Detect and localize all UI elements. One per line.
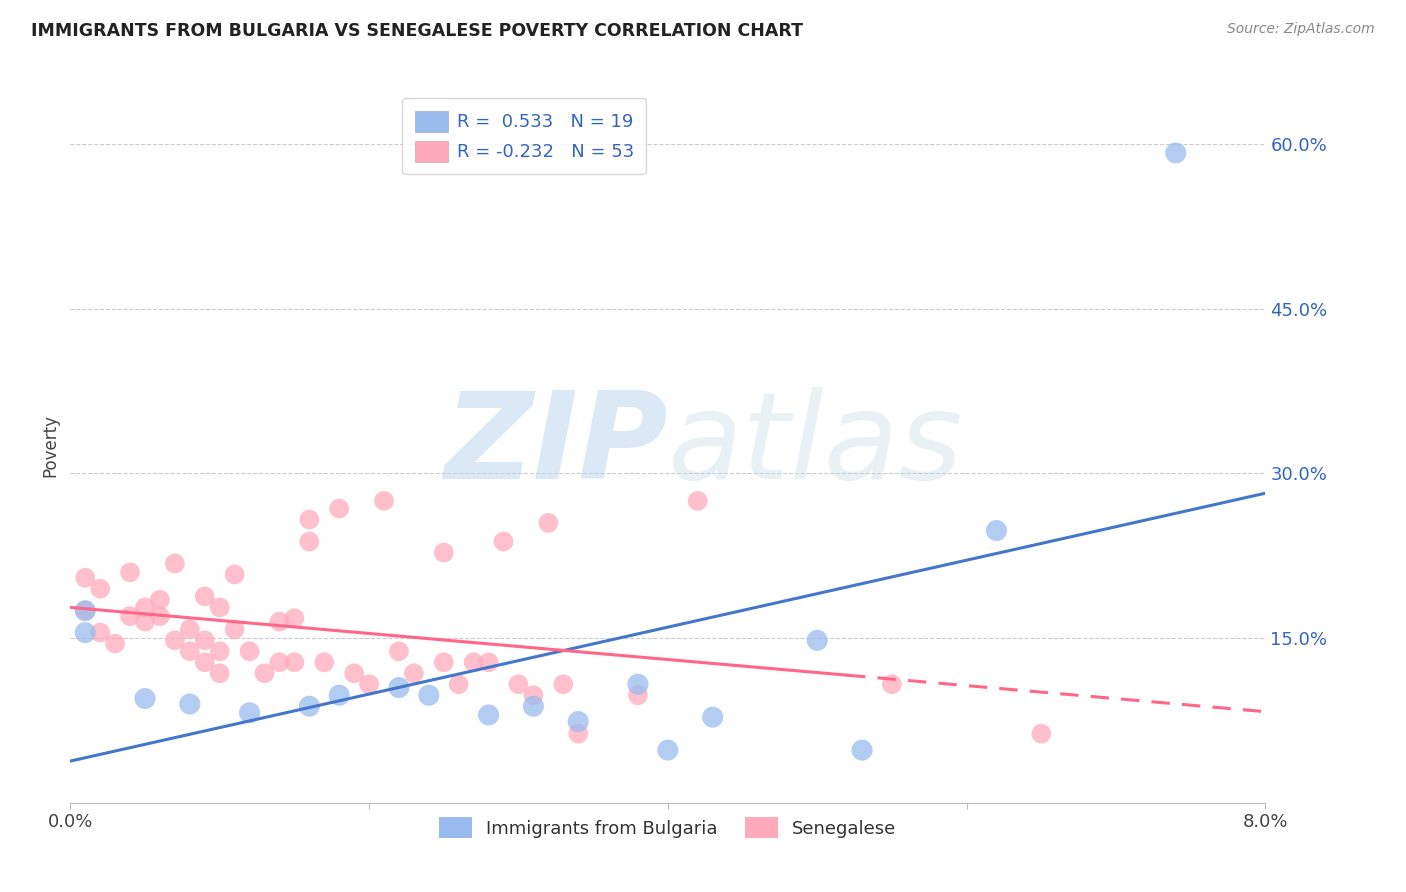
Point <box>298 699 321 714</box>
Text: Source: ZipAtlas.com: Source: ZipAtlas.com <box>1227 22 1375 37</box>
Point <box>194 655 217 669</box>
Point <box>627 688 650 702</box>
Point <box>89 625 111 640</box>
Point <box>314 655 336 669</box>
Point <box>208 644 231 658</box>
Point <box>75 604 97 618</box>
Point <box>253 666 276 681</box>
Point <box>627 677 650 691</box>
Point <box>343 666 366 681</box>
Point <box>224 623 246 637</box>
Point <box>522 688 544 702</box>
Point <box>179 697 201 711</box>
Point <box>463 655 485 669</box>
Text: atlas: atlas <box>668 387 963 505</box>
Point <box>208 600 231 615</box>
Point <box>298 534 321 549</box>
Legend: Immigrants from Bulgaria, Senegalese: Immigrants from Bulgaria, Senegalese <box>430 808 905 847</box>
Point <box>388 644 411 658</box>
Point <box>75 571 97 585</box>
Point <box>702 710 724 724</box>
Point <box>163 557 186 571</box>
Point <box>433 655 456 669</box>
Point <box>880 677 903 691</box>
Point <box>104 637 127 651</box>
Point <box>986 524 1008 538</box>
Point <box>328 688 350 702</box>
Point <box>478 655 501 669</box>
Point <box>373 494 395 508</box>
Point <box>567 714 589 729</box>
Point <box>283 655 305 669</box>
Point <box>120 609 141 624</box>
Point <box>194 633 217 648</box>
Point <box>328 501 350 516</box>
Point <box>478 708 501 723</box>
Point <box>851 743 873 757</box>
Point <box>806 633 828 648</box>
Point <box>239 644 262 658</box>
Point <box>686 494 709 508</box>
Point <box>208 666 231 681</box>
Point <box>1164 145 1187 160</box>
Point <box>433 545 456 559</box>
Point <box>134 691 156 706</box>
Point <box>149 609 172 624</box>
Point <box>447 677 470 691</box>
Point <box>134 600 156 615</box>
Point <box>1031 726 1053 740</box>
Y-axis label: Poverty: Poverty <box>41 415 59 477</box>
Point <box>179 623 201 637</box>
Point <box>298 512 321 526</box>
Point <box>149 592 172 607</box>
Point <box>89 582 111 596</box>
Point <box>75 625 97 640</box>
Text: ZIP: ZIP <box>444 387 668 505</box>
Point <box>492 534 515 549</box>
Point <box>418 688 440 702</box>
Point <box>269 655 291 669</box>
Point <box>239 706 262 720</box>
Point <box>657 743 679 757</box>
Point <box>388 681 411 695</box>
Point <box>553 677 575 691</box>
Point <box>163 633 186 648</box>
Point <box>283 611 305 625</box>
Point <box>75 604 97 618</box>
Point <box>522 699 544 714</box>
Point <box>537 516 560 530</box>
Point <box>134 615 156 629</box>
Point <box>194 590 217 604</box>
Point <box>359 677 381 691</box>
Point <box>179 644 201 658</box>
Point <box>567 726 589 740</box>
Point <box>120 566 141 580</box>
Point <box>269 615 291 629</box>
Point <box>402 666 425 681</box>
Point <box>508 677 530 691</box>
Text: IMMIGRANTS FROM BULGARIA VS SENEGALESE POVERTY CORRELATION CHART: IMMIGRANTS FROM BULGARIA VS SENEGALESE P… <box>31 22 803 40</box>
Point <box>224 567 246 582</box>
